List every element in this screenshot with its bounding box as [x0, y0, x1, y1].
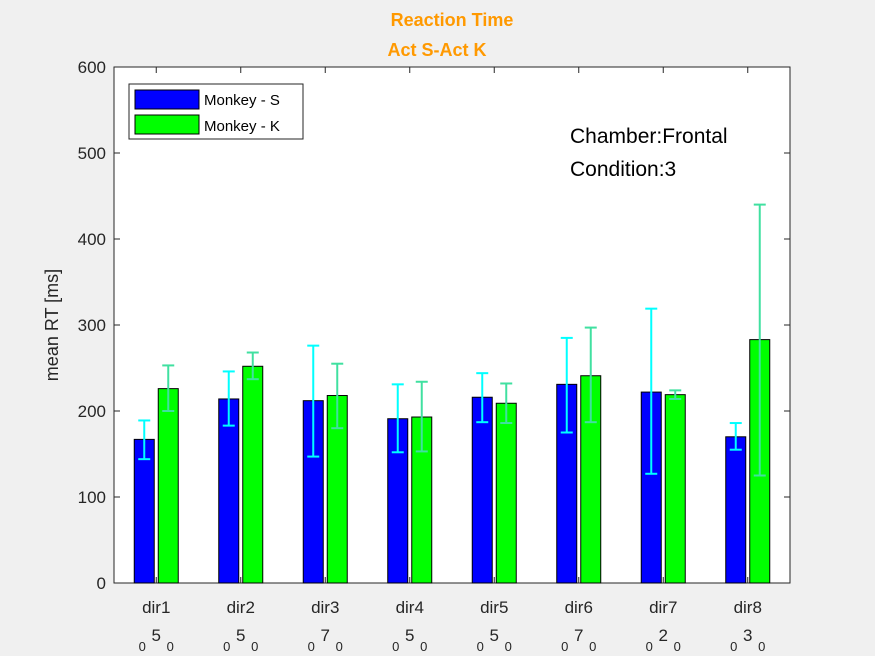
count-mid: 2 — [659, 626, 668, 645]
count-right: 0 — [251, 639, 258, 654]
chart-title: Reaction Time — [391, 10, 514, 30]
bar-dir5-series-1 — [495, 402, 517, 584]
bar-dir8-series-0 — [725, 436, 747, 584]
annotation-chamber: Chamber:Frontal — [570, 125, 728, 148]
y-tick-label: 0 — [97, 574, 106, 593]
count-right: 0 — [420, 639, 427, 654]
bar-dir1-series-0 — [133, 438, 155, 584]
x-tick-label: dir3 — [311, 598, 339, 617]
trial-count-label: 030 — [730, 626, 765, 654]
count-mid: 7 — [321, 626, 330, 645]
legend: Monkey - S Monkey - K — [128, 83, 304, 140]
count-mid: 3 — [743, 626, 752, 645]
count-right: 0 — [167, 639, 174, 654]
count-right: 0 — [674, 639, 681, 654]
x-tick-label: dir4 — [396, 598, 424, 617]
error-bars — [138, 203, 766, 477]
trial-count-label: 070 — [561, 626, 596, 654]
count-left: 0 — [308, 639, 315, 654]
count-right: 0 — [505, 639, 512, 654]
count-left: 0 — [392, 639, 399, 654]
trial-count-label: 020 — [646, 626, 681, 654]
y-tick-label: 400 — [78, 230, 106, 249]
count-mid: 5 — [405, 626, 414, 645]
x-axis: dir1050dir2050dir3070dir4050dir5050dir60… — [139, 67, 765, 654]
count-mid: 5 — [152, 626, 161, 645]
trial-count-label: 050 — [477, 626, 512, 654]
count-right: 0 — [336, 639, 343, 654]
legend-swatch-monkey-k — [134, 114, 200, 135]
count-left: 0 — [730, 639, 737, 654]
y-axis-label: mean RT [ms] — [42, 269, 62, 381]
chart-subtitle: Act S-Act K — [387, 40, 486, 60]
x-tick-label: dir5 — [480, 598, 508, 617]
trial-count-label: 050 — [392, 626, 427, 654]
y-tick-label: 500 — [78, 144, 106, 163]
legend-label-monkey-k: Monkey - K — [204, 118, 280, 135]
bar-dir2-series-1 — [242, 365, 264, 584]
trial-count-label: 070 — [308, 626, 343, 654]
x-tick-label: dir2 — [227, 598, 255, 617]
trial-count-label: 050 — [139, 626, 174, 654]
count-left: 0 — [561, 639, 568, 654]
trial-count-label: 050 — [223, 626, 258, 654]
count-mid: 5 — [490, 626, 499, 645]
count-left: 0 — [646, 639, 653, 654]
legend-label-monkey-s: Monkey - S — [204, 92, 280, 109]
y-tick-label: 100 — [78, 488, 106, 507]
bars — [133, 339, 771, 584]
count-mid: 7 — [574, 626, 583, 645]
bar-dir7-series-1 — [664, 394, 686, 584]
x-tick-label: dir8 — [734, 598, 762, 617]
count-left: 0 — [223, 639, 230, 654]
annotation-condition: Condition:3 — [570, 158, 676, 181]
y-tick-label: 600 — [78, 58, 106, 77]
y-tick-label: 200 — [78, 402, 106, 421]
count-right: 0 — [589, 639, 596, 654]
bar-dir1-series-1 — [157, 388, 179, 584]
x-tick-label: dir1 — [142, 598, 170, 617]
x-tick-label: dir6 — [565, 598, 593, 617]
count-left: 0 — [477, 639, 484, 654]
y-tick-label: 300 — [78, 316, 106, 335]
count-right: 0 — [758, 639, 765, 654]
x-tick-label: dir7 — [649, 598, 677, 617]
count-mid: 5 — [236, 626, 245, 645]
y-axis: 0 100 200 300 400 500 600 — [78, 58, 790, 593]
bar-dir5-series-0 — [471, 396, 493, 584]
legend-swatch-monkey-s — [134, 89, 200, 110]
count-left: 0 — [139, 639, 146, 654]
